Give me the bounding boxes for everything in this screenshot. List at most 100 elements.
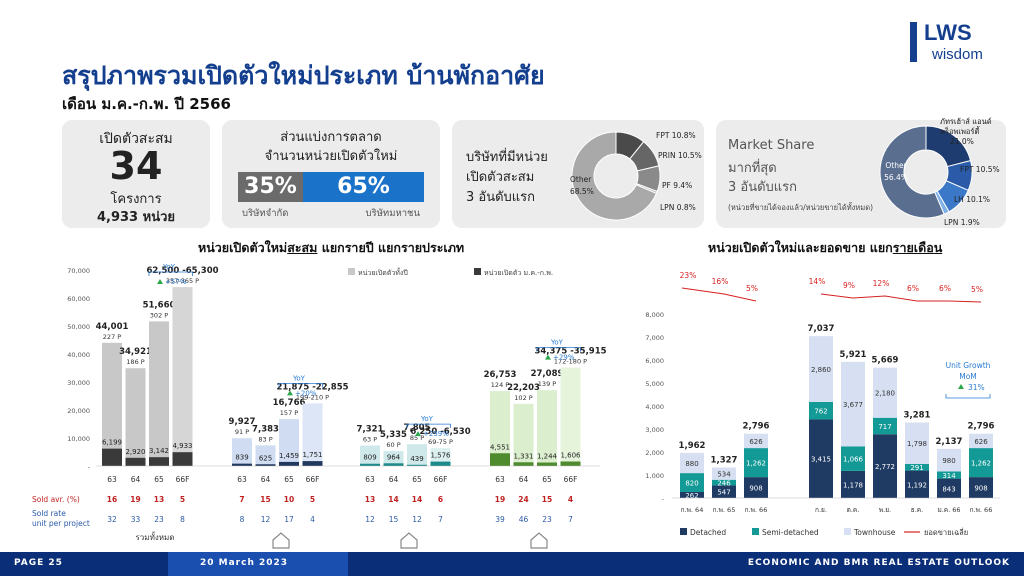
project-count-label: 63 P	[363, 436, 377, 444]
project-count-label: 60 P	[386, 441, 400, 449]
market-share-card: ส่วนแบ่งการตลาด จำนวนหน่วยเปิดตัวใหม่ 35…	[222, 120, 440, 228]
total-value-label: 3,281	[904, 411, 931, 421]
total-value-label: 7,321	[357, 425, 384, 435]
bar-total	[102, 342, 122, 466]
yoy-caption: YoY	[550, 339, 564, 347]
project-count-label: 302 P	[150, 311, 168, 319]
top3-label-fpt: FPT 10.8%	[656, 131, 696, 140]
sold-rate-value: 8	[180, 515, 185, 524]
bar-total	[125, 368, 146, 466]
sold-rate-value: 7	[438, 515, 443, 524]
bar-total	[560, 367, 581, 466]
bar-total	[537, 390, 557, 466]
sold-rate-value: 46	[519, 515, 529, 524]
y-tick-label: 8,000	[645, 311, 664, 319]
ms-label-other: Other	[885, 161, 907, 170]
project-count-label: 199-210 P	[296, 393, 329, 401]
project-count-label: 83 P	[258, 435, 272, 443]
stack-segment-semi-detached	[680, 473, 704, 492]
category-label: 65	[412, 475, 422, 484]
total-value-label: 5,921	[840, 350, 867, 360]
bar-total	[149, 321, 169, 466]
ms-note: (หน่วยที่ขายได้จองแล้ว/หน่วยขายได้ทั้งหม…	[728, 203, 873, 212]
sold-avr-value: 19	[130, 495, 140, 504]
segment-value-label: 820	[685, 480, 698, 488]
logo-subtext: wisdom	[932, 46, 983, 63]
sold-average-label: 12%	[873, 279, 890, 288]
ms-label-lh: LH 10.1%	[954, 195, 990, 204]
sold-average-line	[820, 293, 982, 303]
bar-ytd	[407, 464, 427, 466]
total-value-label: 2,796	[743, 422, 770, 432]
legend-total-label: หน่วยเปิดตัวทั้งปี	[358, 266, 408, 277]
sold-avr-value: 19	[495, 495, 505, 504]
stack-segment-townhouse	[744, 433, 768, 449]
unit-growth-value: 31%	[968, 383, 985, 392]
total-value-label: 7,037	[808, 324, 835, 334]
page-title: สรุปภาพรวมเปิดตัวใหม่ประเภท บ้านพักอาศัย	[62, 61, 545, 90]
total-value-label: 26,753	[484, 370, 517, 380]
sold-rate-value: 12	[365, 515, 375, 524]
bar-ytd	[232, 463, 252, 466]
stack-segment-townhouse	[969, 433, 993, 449]
stack-segment-semi-detached	[905, 463, 929, 471]
donut-slice-other	[879, 125, 945, 219]
yoy-bracket	[278, 382, 323, 388]
house-icon	[400, 532, 418, 549]
share-private-pct: 35%	[244, 174, 297, 199]
sold-avr-value: 6	[438, 495, 443, 504]
project-count-label: 69-75 P	[428, 438, 453, 446]
y-tick-label: -	[88, 463, 91, 471]
bar-ytd	[490, 453, 510, 466]
yoy-up-arrow-icon	[287, 390, 293, 396]
top3-label-other-pct: 68.5%	[570, 187, 594, 196]
stack-segment-semi-detached	[712, 479, 736, 486]
total-value-label: 51,660	[143, 300, 176, 310]
sold-rate-value: 32	[107, 515, 117, 524]
kpi-units-total: 4,933 หน่วย	[96, 210, 176, 225]
house-icon	[530, 532, 548, 549]
yoy-value: +29%	[553, 354, 575, 362]
total-value-label: 7,383	[252, 424, 279, 434]
stack-segment-semi-detached	[841, 446, 865, 471]
y-tick-label: 4,000	[645, 403, 664, 411]
left-chart-title-pre: หน่วยเปิดตัวใหม่	[198, 240, 288, 255]
total-value-label: 9,927	[229, 417, 256, 427]
segment-value-label: 2,860	[811, 366, 831, 374]
bar-ytd	[149, 457, 169, 466]
total-value-label: 6,250 -6,530	[410, 427, 470, 437]
footer-date: 20 March 2023	[200, 558, 289, 568]
sold-average-label: 5%	[746, 284, 758, 293]
sold-rate-value: 12	[412, 515, 422, 524]
bar-ytd	[513, 462, 534, 466]
segment-value-label: 291	[910, 464, 923, 472]
category-label: ธ.ค.	[911, 506, 923, 514]
footer-report-name: ECONOMIC AND BMR REAL ESTATE OUTLOOK	[747, 558, 1010, 568]
unit-growth-mom-label: MoM	[959, 372, 977, 381]
top3-title-line1: บริษัทที่มีหน่วย	[466, 150, 548, 165]
category-label: ก.พ. 65	[713, 506, 736, 514]
total-value-label: 2,137	[936, 437, 963, 447]
project-count-label: 102 P	[514, 394, 532, 402]
market-share-top3-card: Market Share มากที่สุด 3 อันดับแรก (หน่ว…	[716, 117, 1006, 228]
top3-label-other: Other	[570, 175, 592, 184]
right-chart-title-underlined: รายเดือน	[892, 240, 943, 255]
y-tick-label: 60,000	[67, 295, 90, 303]
sold-average-line	[681, 287, 757, 302]
segment-value-label: 3,677	[843, 401, 863, 409]
total-value-label: 34,921	[119, 347, 152, 357]
ytd-value-label: 3,142	[149, 447, 169, 455]
donut-slice-other	[571, 131, 658, 221]
total-value-label: 7,805	[404, 423, 431, 433]
right-chart-title: หน่วยเปิดตัวใหม่และยอดขาย แยกรายเดือน	[708, 238, 942, 258]
left-chart-title-underlined: สะสม	[287, 240, 318, 255]
total-value-label: 21,875 -22,855	[276, 382, 348, 392]
total-value-label: 1,962	[679, 441, 706, 451]
share-public-pct: 65%	[337, 174, 390, 199]
share-private-label: บริษัทจำกัด	[242, 208, 289, 219]
legend-total-swatch	[348, 268, 355, 275]
legend-swatch	[680, 528, 687, 535]
bar-ytd	[102, 448, 122, 466]
top3-donut-chart: FPT 10.8% PRIN 10.5% PF 9.4% LPN 0.8% Other 6…	[570, 131, 702, 221]
bar-total	[430, 448, 451, 466]
